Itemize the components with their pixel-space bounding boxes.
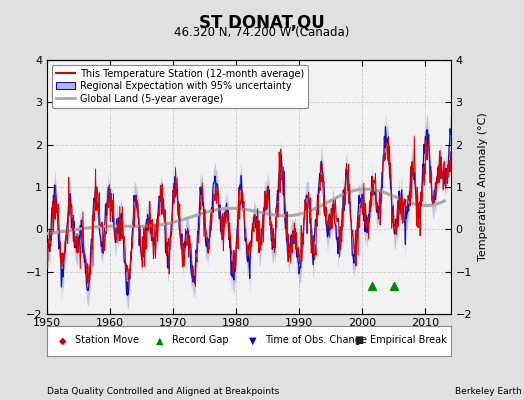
- Text: Data Quality Controlled and Aligned at Breakpoints: Data Quality Controlled and Aligned at B…: [47, 387, 279, 396]
- Text: 46.320 N, 74.200 W (Canada): 46.320 N, 74.200 W (Canada): [174, 26, 350, 39]
- Text: Station Move: Station Move: [75, 335, 139, 345]
- Text: ■: ■: [354, 335, 363, 345]
- Legend: This Temperature Station (12-month average), Regional Expectation with 95% uncer: This Temperature Station (12-month avera…: [52, 65, 308, 108]
- Text: Berkeley Earth: Berkeley Earth: [455, 387, 521, 396]
- Y-axis label: Temperature Anomaly (°C): Temperature Anomaly (°C): [477, 113, 487, 261]
- Text: ▼: ▼: [249, 335, 256, 345]
- Text: ◆: ◆: [59, 335, 67, 345]
- Text: Empirical Break: Empirical Break: [370, 335, 446, 345]
- Text: ST DONAT,QU: ST DONAT,QU: [199, 14, 325, 32]
- Text: Time of Obs. Change: Time of Obs. Change: [265, 335, 367, 345]
- Text: Record Gap: Record Gap: [172, 335, 229, 345]
- Text: ▲: ▲: [156, 335, 163, 345]
